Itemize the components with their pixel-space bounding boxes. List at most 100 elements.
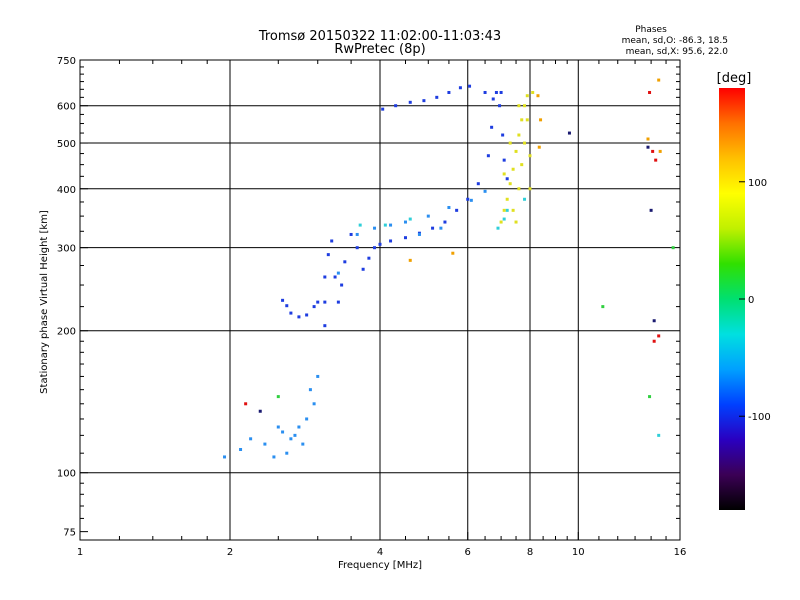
data-point	[301, 442, 305, 446]
y-tick-label: 600	[57, 102, 76, 113]
data-point	[505, 177, 509, 181]
data-point	[511, 208, 515, 212]
legend-line-o: mean, sd,O: -86.3, 18.5	[622, 36, 728, 46]
data-point	[276, 395, 280, 399]
data-point	[508, 182, 512, 186]
data-point	[654, 158, 658, 162]
data-point	[648, 90, 652, 94]
data-point	[408, 258, 412, 262]
data-point	[326, 253, 330, 257]
data-point	[525, 118, 529, 122]
data-point	[323, 324, 327, 328]
chart-subtitle: RwPretec (8p)	[334, 42, 425, 57]
data-point	[539, 118, 543, 122]
data-point	[671, 246, 675, 250]
data-point	[652, 339, 656, 343]
data-point	[491, 97, 495, 101]
colorbar-tick-label: 0	[748, 295, 754, 306]
data-point	[523, 197, 527, 201]
data-point	[272, 455, 276, 459]
data-point	[520, 118, 524, 122]
data-point	[358, 223, 362, 227]
x-tick-label: 10	[572, 547, 585, 558]
data-point	[494, 90, 498, 94]
data-point	[511, 167, 515, 171]
x-tick-label: 4	[377, 547, 383, 558]
y-tick-label: 200	[57, 327, 76, 338]
data-point	[244, 402, 248, 406]
data-point	[455, 208, 459, 212]
colorbar-label: [deg]	[717, 71, 752, 86]
data-point	[458, 86, 462, 90]
data-point	[536, 94, 540, 98]
y-tick-label: 400	[57, 185, 76, 196]
data-point	[223, 455, 227, 459]
data-point	[490, 125, 494, 129]
data-point	[502, 217, 506, 221]
data-point	[649, 208, 653, 212]
y-tick-label: 750	[57, 56, 76, 67]
y-axis-label: Stationary phase Virtual Height [km]	[39, 210, 50, 394]
data-point	[531, 90, 535, 94]
data-point	[297, 425, 301, 429]
data-point	[499, 220, 503, 224]
data-point	[476, 182, 480, 186]
legend-line-x: mean, sd,X: 95.6, 22.0	[626, 47, 729, 57]
data-point	[517, 133, 521, 137]
data-point	[528, 187, 532, 191]
data-point	[403, 220, 407, 224]
echo-points	[223, 78, 675, 459]
data-point	[389, 223, 393, 227]
data-point	[422, 99, 426, 103]
x-tick-label: 16	[674, 547, 687, 558]
data-point	[349, 232, 353, 236]
data-point	[435, 95, 439, 99]
data-point	[389, 239, 393, 243]
data-point	[517, 187, 521, 191]
data-point	[447, 206, 451, 210]
data-point	[469, 198, 473, 202]
data-point	[336, 300, 340, 304]
data-point	[502, 158, 506, 162]
data-point	[517, 104, 521, 108]
data-point	[333, 275, 337, 279]
data-point	[340, 283, 344, 287]
data-point	[514, 149, 518, 153]
chart-title: Tromsø 20150322 11:02:00-11:03:43	[258, 29, 501, 44]
data-point	[293, 433, 297, 437]
data-point	[523, 104, 527, 108]
x-axis-label: Frequency [MHz]	[338, 560, 422, 571]
data-point	[447, 90, 451, 94]
data-point	[249, 437, 253, 441]
data-point	[468, 84, 472, 88]
data-point	[289, 437, 293, 441]
data-point	[657, 433, 661, 437]
data-point	[439, 226, 443, 230]
data-point	[651, 149, 655, 153]
x-axis-ticks: 1 2 4 6 8 10 16	[77, 60, 687, 558]
data-point	[567, 131, 571, 135]
data-point	[316, 300, 320, 304]
data-point	[451, 251, 455, 255]
data-point	[355, 246, 359, 250]
data-point	[498, 104, 502, 108]
data-point	[657, 78, 661, 82]
data-point	[520, 163, 524, 167]
y-tick-label: 100	[57, 469, 76, 480]
colorbar-ticks: 100 0 -100	[739, 178, 771, 423]
data-point	[394, 104, 398, 108]
data-point	[483, 90, 487, 94]
grid-lines	[80, 60, 680, 540]
data-point	[323, 300, 327, 304]
legend-title: Phases	[635, 25, 667, 35]
data-point	[323, 275, 327, 279]
data-point	[486, 154, 490, 158]
data-point	[502, 208, 506, 212]
data-point	[383, 223, 387, 227]
data-point	[305, 417, 309, 421]
data-point	[285, 451, 289, 455]
data-point	[525, 94, 529, 98]
data-point	[276, 425, 280, 429]
data-point	[501, 133, 505, 137]
